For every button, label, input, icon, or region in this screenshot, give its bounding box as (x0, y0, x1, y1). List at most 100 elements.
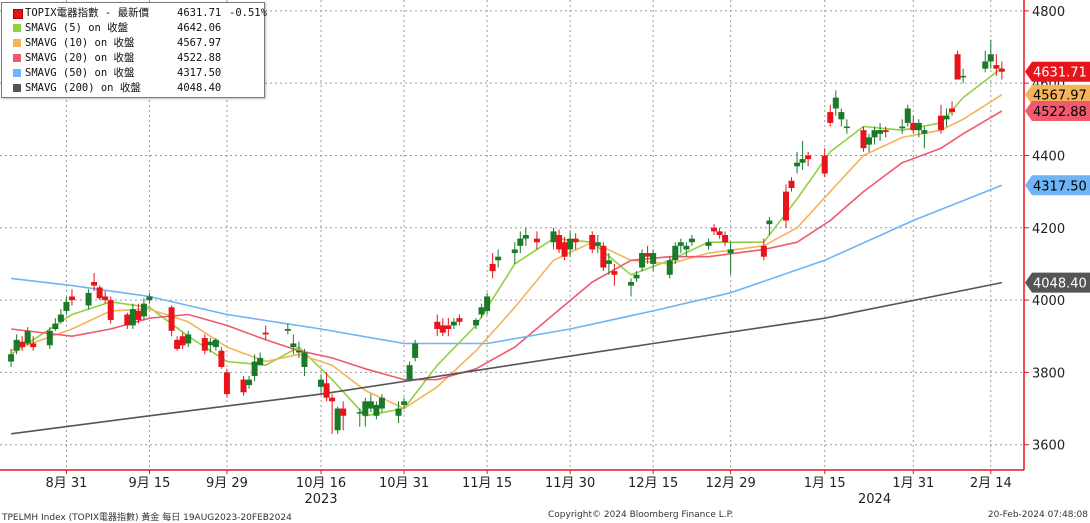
candle (838, 108, 845, 127)
candle (168, 305, 175, 337)
price-tag: 4317.50 (1025, 175, 1090, 196)
legend-value: 4567.97 (177, 37, 222, 49)
candle (68, 289, 75, 306)
candle (805, 151, 812, 167)
candle-body (107, 300, 114, 320)
candle (522, 227, 529, 246)
candle-body (666, 260, 673, 275)
candle (201, 334, 208, 355)
x-tick-label: 12月 15 (628, 476, 678, 491)
year-label: 2023 (304, 492, 337, 507)
candle-body (406, 365, 413, 380)
candle (434, 314, 441, 337)
candle-body (705, 242, 712, 246)
candle-body (57, 314, 64, 322)
candle-body (207, 341, 214, 346)
candle-body (484, 296, 491, 311)
candle-body (998, 68, 1005, 72)
candle-body (550, 231, 557, 243)
candle (672, 242, 679, 264)
candle-body (882, 130, 889, 132)
candle (489, 253, 496, 279)
candle (589, 231, 596, 254)
legend-value: 4522.88 (177, 52, 222, 64)
candle-body (373, 404, 380, 416)
candle (30, 336, 37, 351)
legend-label: SMAVG (10) on 收盤 (25, 37, 135, 49)
candle-body (633, 274, 640, 279)
price-tag-label: 4631.71 (1033, 66, 1087, 81)
candle (406, 361, 413, 382)
candle-body (450, 321, 457, 326)
price-tag-box (1025, 101, 1090, 122)
candle-body (174, 339, 181, 349)
candles (8, 39, 1005, 434)
x-tick-label: 9月 29 (206, 476, 248, 491)
legend-swatch-sma20 (13, 54, 21, 62)
candle-body (68, 296, 75, 301)
candle (666, 256, 673, 279)
candle (594, 235, 601, 254)
candle-body (179, 336, 186, 346)
x-tick-label: 10月 31 (379, 476, 429, 491)
candle (318, 374, 325, 395)
legend-swatch-sma200 (13, 84, 21, 92)
candle-body (251, 361, 258, 376)
candle-body (257, 357, 264, 366)
candle-body (650, 253, 657, 264)
candle (334, 406, 341, 434)
candle-body (356, 412, 363, 414)
candle-body (677, 242, 684, 246)
candle-body (434, 321, 441, 329)
candle (827, 104, 834, 127)
y-tick-label: 4400 (1032, 149, 1065, 164)
candle-body (799, 159, 806, 163)
y-tick-label: 4000 (1032, 294, 1065, 309)
candle (943, 108, 950, 127)
candle (473, 318, 480, 329)
candle (722, 231, 729, 246)
candle-body (168, 307, 175, 331)
candle (223, 368, 230, 398)
candle-body (639, 253, 646, 268)
candle (107, 296, 114, 324)
candle-body (511, 249, 518, 254)
candle-body (439, 325, 446, 333)
candle (185, 330, 192, 348)
candle-body (567, 238, 574, 250)
candle-body (30, 343, 37, 348)
candle-body (993, 65, 1000, 69)
candle-body (401, 401, 408, 405)
x-axis-ticks: 8月 31 9月 15 9月 29 10月 16 10月 31 11月 15 11月 30 1… (45, 470, 1012, 507)
candle (711, 224, 718, 235)
candle (373, 401, 380, 420)
legend-label: SMAVG (20) on 收盤 (25, 52, 135, 64)
candle-body (146, 296, 153, 301)
candle (860, 126, 867, 152)
candle (174, 336, 181, 351)
candle-body (987, 54, 994, 62)
candle (495, 249, 502, 268)
candle-body (201, 338, 208, 351)
candle-body (716, 231, 723, 235)
candle (899, 119, 906, 134)
candle (179, 332, 186, 349)
candle-body (556, 235, 563, 250)
candle (484, 292, 491, 315)
candle-body (904, 108, 911, 123)
candle (8, 348, 15, 367)
x-tick-label: 11月 15 (462, 476, 512, 491)
candle (915, 119, 922, 138)
candle (340, 401, 347, 431)
candle-body (572, 238, 579, 243)
candle-body (96, 287, 103, 299)
candle-body (378, 397, 385, 409)
footer: TPELMH Index (TOPIX電器指數) 黃金 每日 19AUG2023… (0, 508, 1090, 523)
candle (628, 278, 635, 297)
candle (766, 216, 773, 235)
candle (251, 354, 258, 382)
legend-label: SMAVG (5) on 收盤 (25, 22, 129, 34)
candle-body (561, 242, 568, 257)
candle (866, 133, 873, 152)
